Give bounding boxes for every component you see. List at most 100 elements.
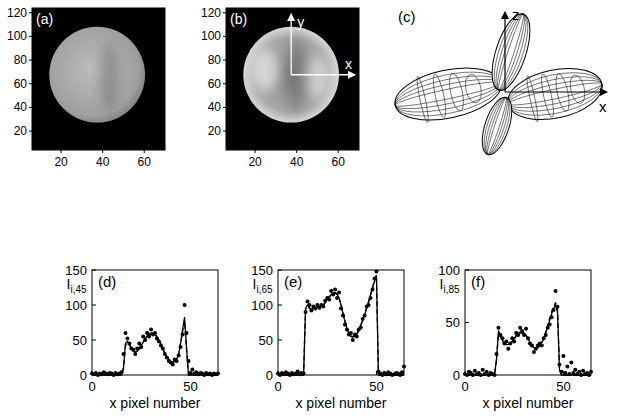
image-panel: 20406020406080100120(b)yx — [201, 6, 359, 169]
y-tick — [223, 131, 226, 132]
y-tick-label: 50 — [73, 333, 87, 348]
panel-label: (a) — [36, 11, 53, 27]
data-point — [506, 347, 510, 351]
x-tick-label: 50 — [369, 379, 383, 394]
x-tick — [144, 150, 145, 153]
image-frame — [32, 8, 165, 150]
x-tick — [296, 150, 297, 153]
image-frame — [226, 8, 359, 150]
data-point — [561, 354, 565, 358]
data-area — [463, 289, 593, 377]
y-tick-label: 60 — [208, 77, 222, 91]
data-area — [276, 269, 406, 377]
noise — [49, 27, 145, 123]
y-tick — [29, 60, 32, 61]
x-tick-label: 60 — [138, 155, 152, 169]
data-point — [481, 368, 485, 372]
axis-arrow — [291, 74, 355, 75]
y-tick — [278, 340, 282, 341]
lobe-outline — [476, 94, 517, 158]
y-tick — [465, 270, 469, 271]
x-tick-label: 20 — [54, 155, 68, 169]
line-panel: 050050100150(d)Ii,45x pixel number — [65, 263, 220, 412]
x-tick — [61, 150, 62, 153]
y-tick — [29, 12, 32, 13]
lobe-mesh — [504, 65, 606, 123]
lobe-mesh — [539, 73, 556, 118]
y-tick — [223, 60, 226, 61]
data-point — [565, 365, 569, 369]
y-tick — [223, 36, 226, 37]
lobe-mesh — [506, 75, 604, 114]
lobe-mesh — [394, 78, 502, 110]
lobe-mesh — [483, 96, 511, 156]
plot-frame — [278, 270, 404, 375]
data-point — [524, 327, 528, 331]
x-tick-label: 50 — [556, 379, 570, 394]
x-tick-label: 0 — [88, 379, 95, 394]
y-axis-title: Ii,85 — [440, 276, 460, 295]
y-tick — [29, 83, 32, 84]
data-point — [400, 370, 404, 374]
y-tick-label: 120 — [201, 6, 221, 20]
lobe-mesh — [568, 74, 587, 105]
y-tick — [223, 83, 226, 84]
data-point — [171, 363, 175, 367]
y-tick — [92, 270, 96, 271]
y-tick-label: 100 — [7, 29, 27, 43]
y-tick-label: 40 — [14, 100, 28, 114]
data-point — [563, 371, 567, 375]
axis-arrow-label: z — [512, 6, 520, 23]
y-tick-label: 50 — [446, 315, 460, 330]
lobe-mesh — [481, 95, 513, 157]
fit-line — [465, 303, 591, 375]
line-panel: 050050100150(e)Ii,65x pixel number — [251, 263, 406, 412]
y-tick-label: 120 — [7, 6, 27, 20]
x-tick — [102, 150, 103, 153]
x-axis-title: x pixel number — [295, 395, 386, 411]
data-point — [141, 335, 145, 339]
y-axis-title-sub: i,85 — [443, 284, 460, 295]
axis-arrow-label: y — [297, 14, 304, 30]
panel-label: (f) — [471, 273, 485, 290]
data-point — [589, 370, 593, 374]
x-axis-title: x pixel number — [482, 395, 573, 411]
x-tick — [255, 150, 256, 153]
x-axis-title: x pixel number — [109, 395, 200, 411]
fit-line — [92, 320, 218, 375]
y-tick-label: 100 — [65, 298, 87, 313]
data-point — [125, 337, 129, 341]
y-tick-label: 40 — [208, 100, 222, 114]
y-axis-title-sub: i,45 — [70, 284, 87, 295]
radiation-pattern: (c)zx — [390, 6, 607, 158]
y-tick-label: 0 — [80, 368, 87, 383]
x-tick-label: 40 — [96, 155, 110, 169]
y-tick-label: 60 — [14, 77, 28, 91]
lobe-mesh — [447, 72, 466, 112]
data-point — [554, 289, 558, 293]
lobe-mesh — [487, 10, 535, 94]
data-point — [374, 269, 378, 273]
panel-label: (b) — [230, 11, 247, 27]
y-tick-label: 0 — [266, 368, 273, 383]
data-point — [333, 288, 337, 292]
y-axis-title-sub: i,65 — [256, 284, 273, 295]
fit-line — [278, 276, 404, 375]
y-tick-label: 80 — [208, 53, 222, 67]
data-point — [190, 367, 194, 371]
y-tick-label: 50 — [259, 333, 273, 348]
lobe-mesh — [393, 73, 503, 114]
lobe-mesh — [392, 69, 504, 120]
data-point — [569, 360, 573, 364]
fit-line — [92, 318, 218, 375]
axis-arrow-label: x — [345, 56, 352, 72]
data-point — [183, 303, 187, 307]
plot-frame — [92, 270, 218, 375]
figure: 20406020406080100120(a)20406020406080100… — [0, 0, 631, 418]
lobe-mesh — [391, 64, 505, 124]
data-point — [137, 342, 141, 346]
y-tick — [278, 305, 282, 306]
axis-arrow-label: x — [599, 98, 607, 115]
axis-arrow — [505, 91, 607, 92]
x-tick-label: 50 — [183, 379, 197, 394]
